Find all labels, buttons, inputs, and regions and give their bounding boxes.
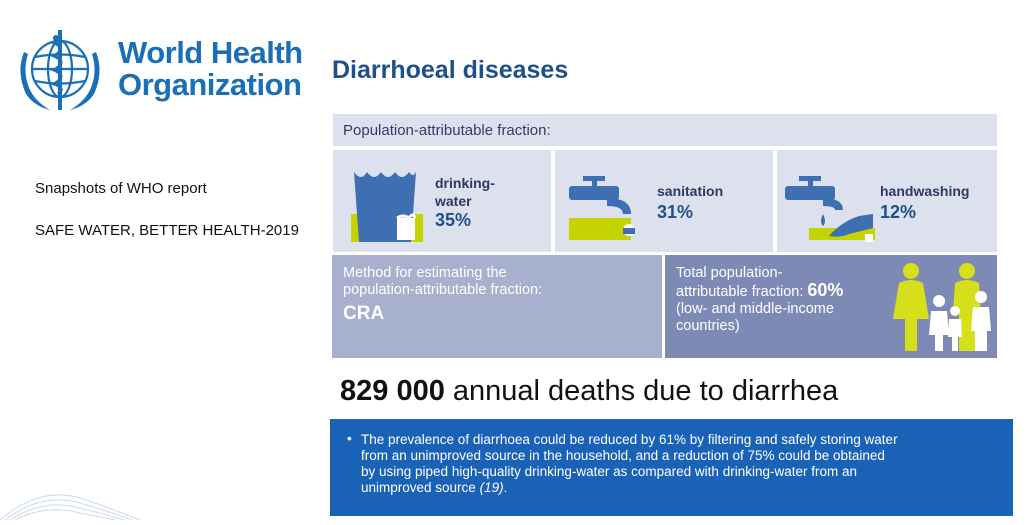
deaths-number: 829 000 (340, 375, 445, 407)
snapshot-caption: Snapshots of WHO report (35, 180, 207, 197)
risk-label-handwashing: handwashing (880, 183, 970, 199)
note-bullet: • (347, 431, 352, 446)
risk-percent-sanitation: 31% (657, 202, 694, 222)
logo-text-line1: World Health (118, 35, 303, 70)
note-citation: (19) (479, 480, 504, 495)
handwashing-icon (783, 170, 875, 244)
paf-cell-drinking-water: drinking- water 35% (333, 150, 551, 252)
page-title: Diarrhoeal diseases (332, 56, 569, 84)
tap-icon (569, 170, 641, 244)
total-paf-box: Total population- attributable fraction:… (665, 255, 997, 358)
deaths-headline: 829 000 annual deaths due to diarrhea (340, 375, 838, 408)
note-box: • The prevalence of diarrhoea could be r… (330, 419, 1013, 516)
paf-cell-handwashing: handwashing 12% (777, 150, 997, 252)
logo-text-line2: Organization (118, 67, 302, 102)
water-glass-icon (351, 168, 423, 244)
deaths-text: annual deaths due to diarrhea (444, 375, 839, 407)
paf-header-label: Population-attributable fraction: (343, 122, 551, 139)
paf-header: Population-attributable fraction: (333, 114, 997, 146)
total-paf-text: Total population- attributable fraction:… (676, 265, 844, 334)
risk-percent-handwashing: 12% (880, 202, 917, 222)
method-label: Method for estimating the population-att… (343, 265, 543, 298)
risk-label-drinking-water: drinking- water (435, 175, 495, 209)
risk-percent-drinking-water: 35% (435, 210, 472, 230)
note-text: The prevalence of diarrhoea could be red… (361, 432, 898, 495)
total-paf-value: 60% (807, 280, 844, 300)
decorative-waves (0, 478, 150, 521)
method-value: CRA (343, 303, 385, 324)
risk-label-sanitation: sanitation (657, 183, 724, 199)
who-emblem-icon (10, 22, 110, 116)
paf-cell-sanitation: sanitation 31% (555, 150, 773, 252)
report-caption: SAFE WATER, BETTER HEALTH-2019 (35, 222, 299, 239)
family-icon (889, 261, 995, 355)
method-box: Method for estimating the population-att… (332, 255, 662, 358)
